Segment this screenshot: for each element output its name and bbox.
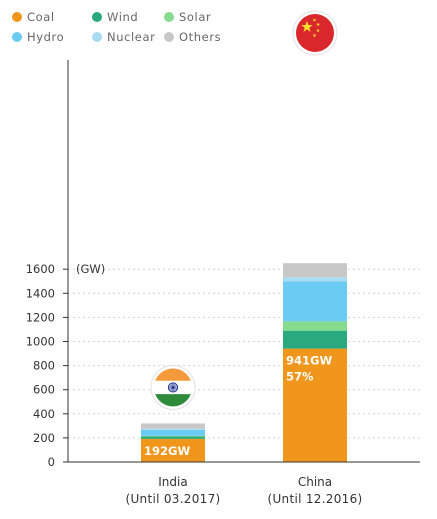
data-labels: 192GW 60% 941GW 57% [144,354,332,474]
bar-segment-nuclear [141,428,205,430]
flag-star [312,18,317,22]
y-tick-label: 600 [33,383,55,397]
legend-label: Hydro [27,30,64,44]
legend-item-hydro: Hydro [12,30,64,44]
legend-swatch [92,12,102,22]
bar-segment-wind [141,436,205,439]
x-tick-label: China [298,475,332,489]
x-tick-label: India [158,475,187,489]
y-axis: 0 200 400 600 800 1000 1200 1400 1600 (GW) [26,60,105,469]
legend-item-solar: Solar [164,10,211,24]
flag-star [301,21,313,32]
bar-segment-wind [283,330,347,349]
legend-label: Others [179,30,221,44]
legend-swatch [12,32,22,42]
bar-segment-solar [283,321,347,331]
x-tick-sublabel: (Until 03.2017) [125,492,220,506]
data-label-percent: 57% [286,370,314,384]
flags [150,10,338,410]
flag-star [316,22,320,27]
y-tick-label: 1400 [26,286,55,300]
legend-swatch [12,12,22,22]
y-tick-label: 200 [33,431,55,445]
bar-stack-india [141,423,205,462]
china-flag-icon [292,10,338,56]
data-label-percent: 60% [144,460,172,474]
flag-stripe-green [154,394,192,407]
bar-segment-others [283,263,347,278]
x-axis: India (Until 03.2017) China (Until 12.2016) [68,461,420,506]
data-label-value: 192GW [144,444,190,458]
bar-segment-coal [141,438,205,462]
bar-segment-coal [283,348,347,462]
bar-segment-hydro [283,281,347,322]
flag-wheel [167,382,179,393]
legend-label: Coal [27,10,55,24]
flag-spoke [168,386,178,389]
legend-swatch [164,12,174,22]
legend-item-others: Others [164,30,221,44]
legend-item-nuclear: Nuclear [92,30,155,44]
data-label-value: 941GW [286,354,332,368]
flag-star [312,33,317,38]
legend-label: Solar [179,10,211,24]
legend-label: Wind [107,10,138,24]
legend-item-wind: Wind [92,10,138,24]
y-tick-label: 400 [33,407,55,421]
gridlines [68,268,420,439]
y-tick-label: 0 [48,455,55,469]
legend-swatch [92,32,102,42]
y-tick-label: 1600 [26,262,55,276]
bars [141,263,347,462]
flag-stripe-saffron [154,368,192,381]
bar-segment-others [141,423,205,429]
bar-segment-hydro [141,429,205,436]
legend: Coal Wind Solar Hydro Nuclear Others [12,10,221,44]
flag-clip [154,368,192,407]
legend-item-coal: Coal [12,10,55,24]
y-tick-label: 1200 [26,310,55,324]
y-tick-label: 800 [33,359,55,373]
legend-label: Nuclear [107,30,155,44]
flag-star [316,28,320,33]
india-flag-icon [150,364,196,410]
y-unit-label: (GW) [76,262,105,276]
y-tick-label: 1000 [26,335,55,349]
x-tick-sublabel: (Until 12.2016) [267,492,362,506]
bar-stack-china [283,263,347,462]
bar-segment-solar [141,435,205,437]
flag-clip [296,14,334,52]
legend-swatch [164,32,174,42]
bar-segment-nuclear [283,277,347,282]
